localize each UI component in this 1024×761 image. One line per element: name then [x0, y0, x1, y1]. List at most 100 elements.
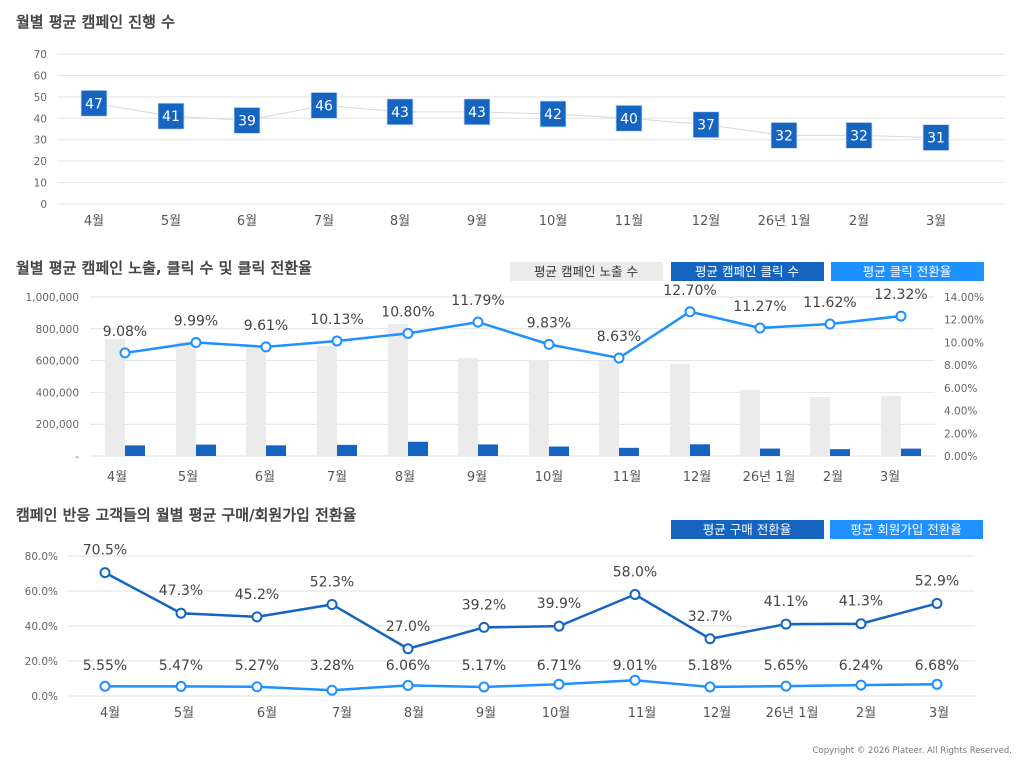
data-label: 52.3%: [310, 574, 354, 590]
data-label: 11.27%: [733, 299, 786, 315]
data-point: [251, 611, 263, 623]
data-point-marker: [539, 100, 567, 128]
data-label: 5.18%: [688, 658, 732, 674]
x-tick-label: 2월: [823, 470, 843, 485]
x-tick-label: 6월: [255, 470, 275, 485]
data-label: 39: [238, 113, 256, 129]
chart-title: 월별 평균 캠페인 노출, 클릭 수 및 클릭 전환율: [16, 259, 312, 277]
clicks-bar: [901, 448, 921, 456]
data-label: 40: [620, 111, 638, 127]
data-label: 46: [315, 98, 333, 114]
data-label: 31: [927, 131, 945, 147]
data-label: 6.71%: [537, 658, 581, 674]
data-point: [931, 678, 943, 690]
y-left-tick-label: 600,000: [36, 356, 79, 368]
data-point: [402, 643, 414, 655]
y-tick-label: 10: [34, 178, 47, 190]
legend-item[interactable]: 평균 클릭 전환율: [831, 262, 984, 281]
data-label: 39.9%: [537, 596, 581, 612]
clicks-bar: [830, 449, 850, 456]
click-rate-point: [824, 318, 836, 330]
clicks-bar: [690, 444, 710, 456]
legend-label: 평균 회원가입 전환율: [850, 522, 961, 537]
data-point: [704, 681, 716, 693]
data-label: 10.80%: [381, 304, 434, 320]
chart-campaign-count: 월별 평균 캠페인 진행 수 0 10 20 30 40 50 60 70 47 41 39 46 43 4…: [16, 13, 1005, 229]
data-point: [99, 680, 111, 692]
clicks-bar: [337, 444, 357, 456]
clicks-bar: [549, 446, 569, 456]
data-label: 9.01%: [613, 658, 657, 674]
x-tick-label: 6월: [237, 214, 257, 229]
x-tick-label: 9월: [467, 214, 487, 229]
impressions-bar: [670, 363, 690, 456]
x-tick-label: 12월: [683, 470, 712, 485]
data-point-marker: [310, 92, 338, 119]
y-right-tick-label: 6.00%: [944, 383, 977, 395]
x-tick-label: 11월: [613, 470, 642, 485]
y-right-tick-label: 0.00%: [944, 451, 977, 463]
data-point: [326, 684, 338, 696]
data-point-marker: [80, 89, 108, 117]
x-tick-label: 10월: [535, 470, 564, 485]
data-label: 5.27%: [235, 658, 279, 674]
impressions-bar: [388, 324, 408, 456]
impressions-bar: [458, 358, 478, 456]
impressions-bar: [810, 397, 830, 456]
x-tick-label: 7월: [332, 706, 352, 721]
data-point-marker: [845, 122, 873, 149]
impressions-bar: [105, 338, 125, 456]
impressions-bar: [740, 390, 760, 456]
y-right-tick-label: 8.00%: [944, 360, 977, 372]
x-tick-label: 9월: [467, 470, 487, 485]
click-rate-point: [754, 322, 766, 334]
click-rate-point: [331, 335, 343, 347]
data-label: 39.2%: [462, 597, 506, 613]
x-tick-label: 5월: [174, 706, 194, 721]
data-point: [629, 674, 641, 686]
click-rate-point: [119, 347, 131, 359]
x-tick-label: 4월: [100, 706, 120, 721]
x-tick-label: 12월: [692, 214, 721, 229]
x-tick-label: 3월: [880, 470, 900, 485]
y-tick-label: 0: [40, 199, 47, 211]
x-tick-label: 8월: [390, 214, 410, 229]
x-tick-label: 3월: [926, 214, 946, 229]
clicks-bar: [125, 445, 145, 456]
data-label: 6.68%: [915, 658, 959, 674]
legend-swatch: [510, 262, 663, 281]
y-right-tick-label: 4.00%: [944, 406, 977, 418]
data-point-marker: [386, 98, 414, 126]
data-point: [553, 620, 565, 632]
data-label: 43: [468, 105, 486, 121]
legend-item[interactable]: 평균 회원가입 전환율: [830, 520, 983, 539]
data-label: 37: [697, 118, 715, 134]
click-rate-point: [613, 352, 625, 364]
impressions-bar: [246, 345, 266, 456]
data-point: [175, 607, 187, 619]
x-tick-label: 2월: [856, 706, 876, 721]
data-label: 12.70%: [663, 283, 716, 299]
y-tick-label: 30: [34, 135, 47, 147]
data-point-marker: [463, 98, 491, 126]
impressions-bar: [317, 345, 337, 456]
legend-item[interactable]: 평균 캠페인 노출 수: [510, 262, 663, 281]
legend-item[interactable]: 평균 캠페인 클릭 수: [671, 262, 824, 281]
data-label: 3.28%: [310, 658, 354, 674]
x-tick-label: 4월: [84, 214, 104, 229]
y-right-tick-label: 2.00%: [944, 428, 977, 440]
data-point-marker: [157, 102, 185, 130]
data-point: [251, 681, 263, 693]
copyright-text: Copyright © 2026 Plateer. All Rights Res…: [813, 746, 1012, 756]
clicks-bar: [760, 448, 780, 456]
click-rate-point: [895, 310, 907, 322]
data-label: 42: [544, 107, 562, 123]
data-point: [99, 567, 111, 579]
legend-item[interactable]: 평균 구매 전환율: [671, 520, 824, 539]
impressions-bar: [529, 359, 549, 456]
clicks-bar: [266, 445, 286, 456]
data-point-marker: [615, 104, 643, 132]
data-point: [553, 678, 565, 690]
data-label: 5.47%: [159, 658, 203, 674]
